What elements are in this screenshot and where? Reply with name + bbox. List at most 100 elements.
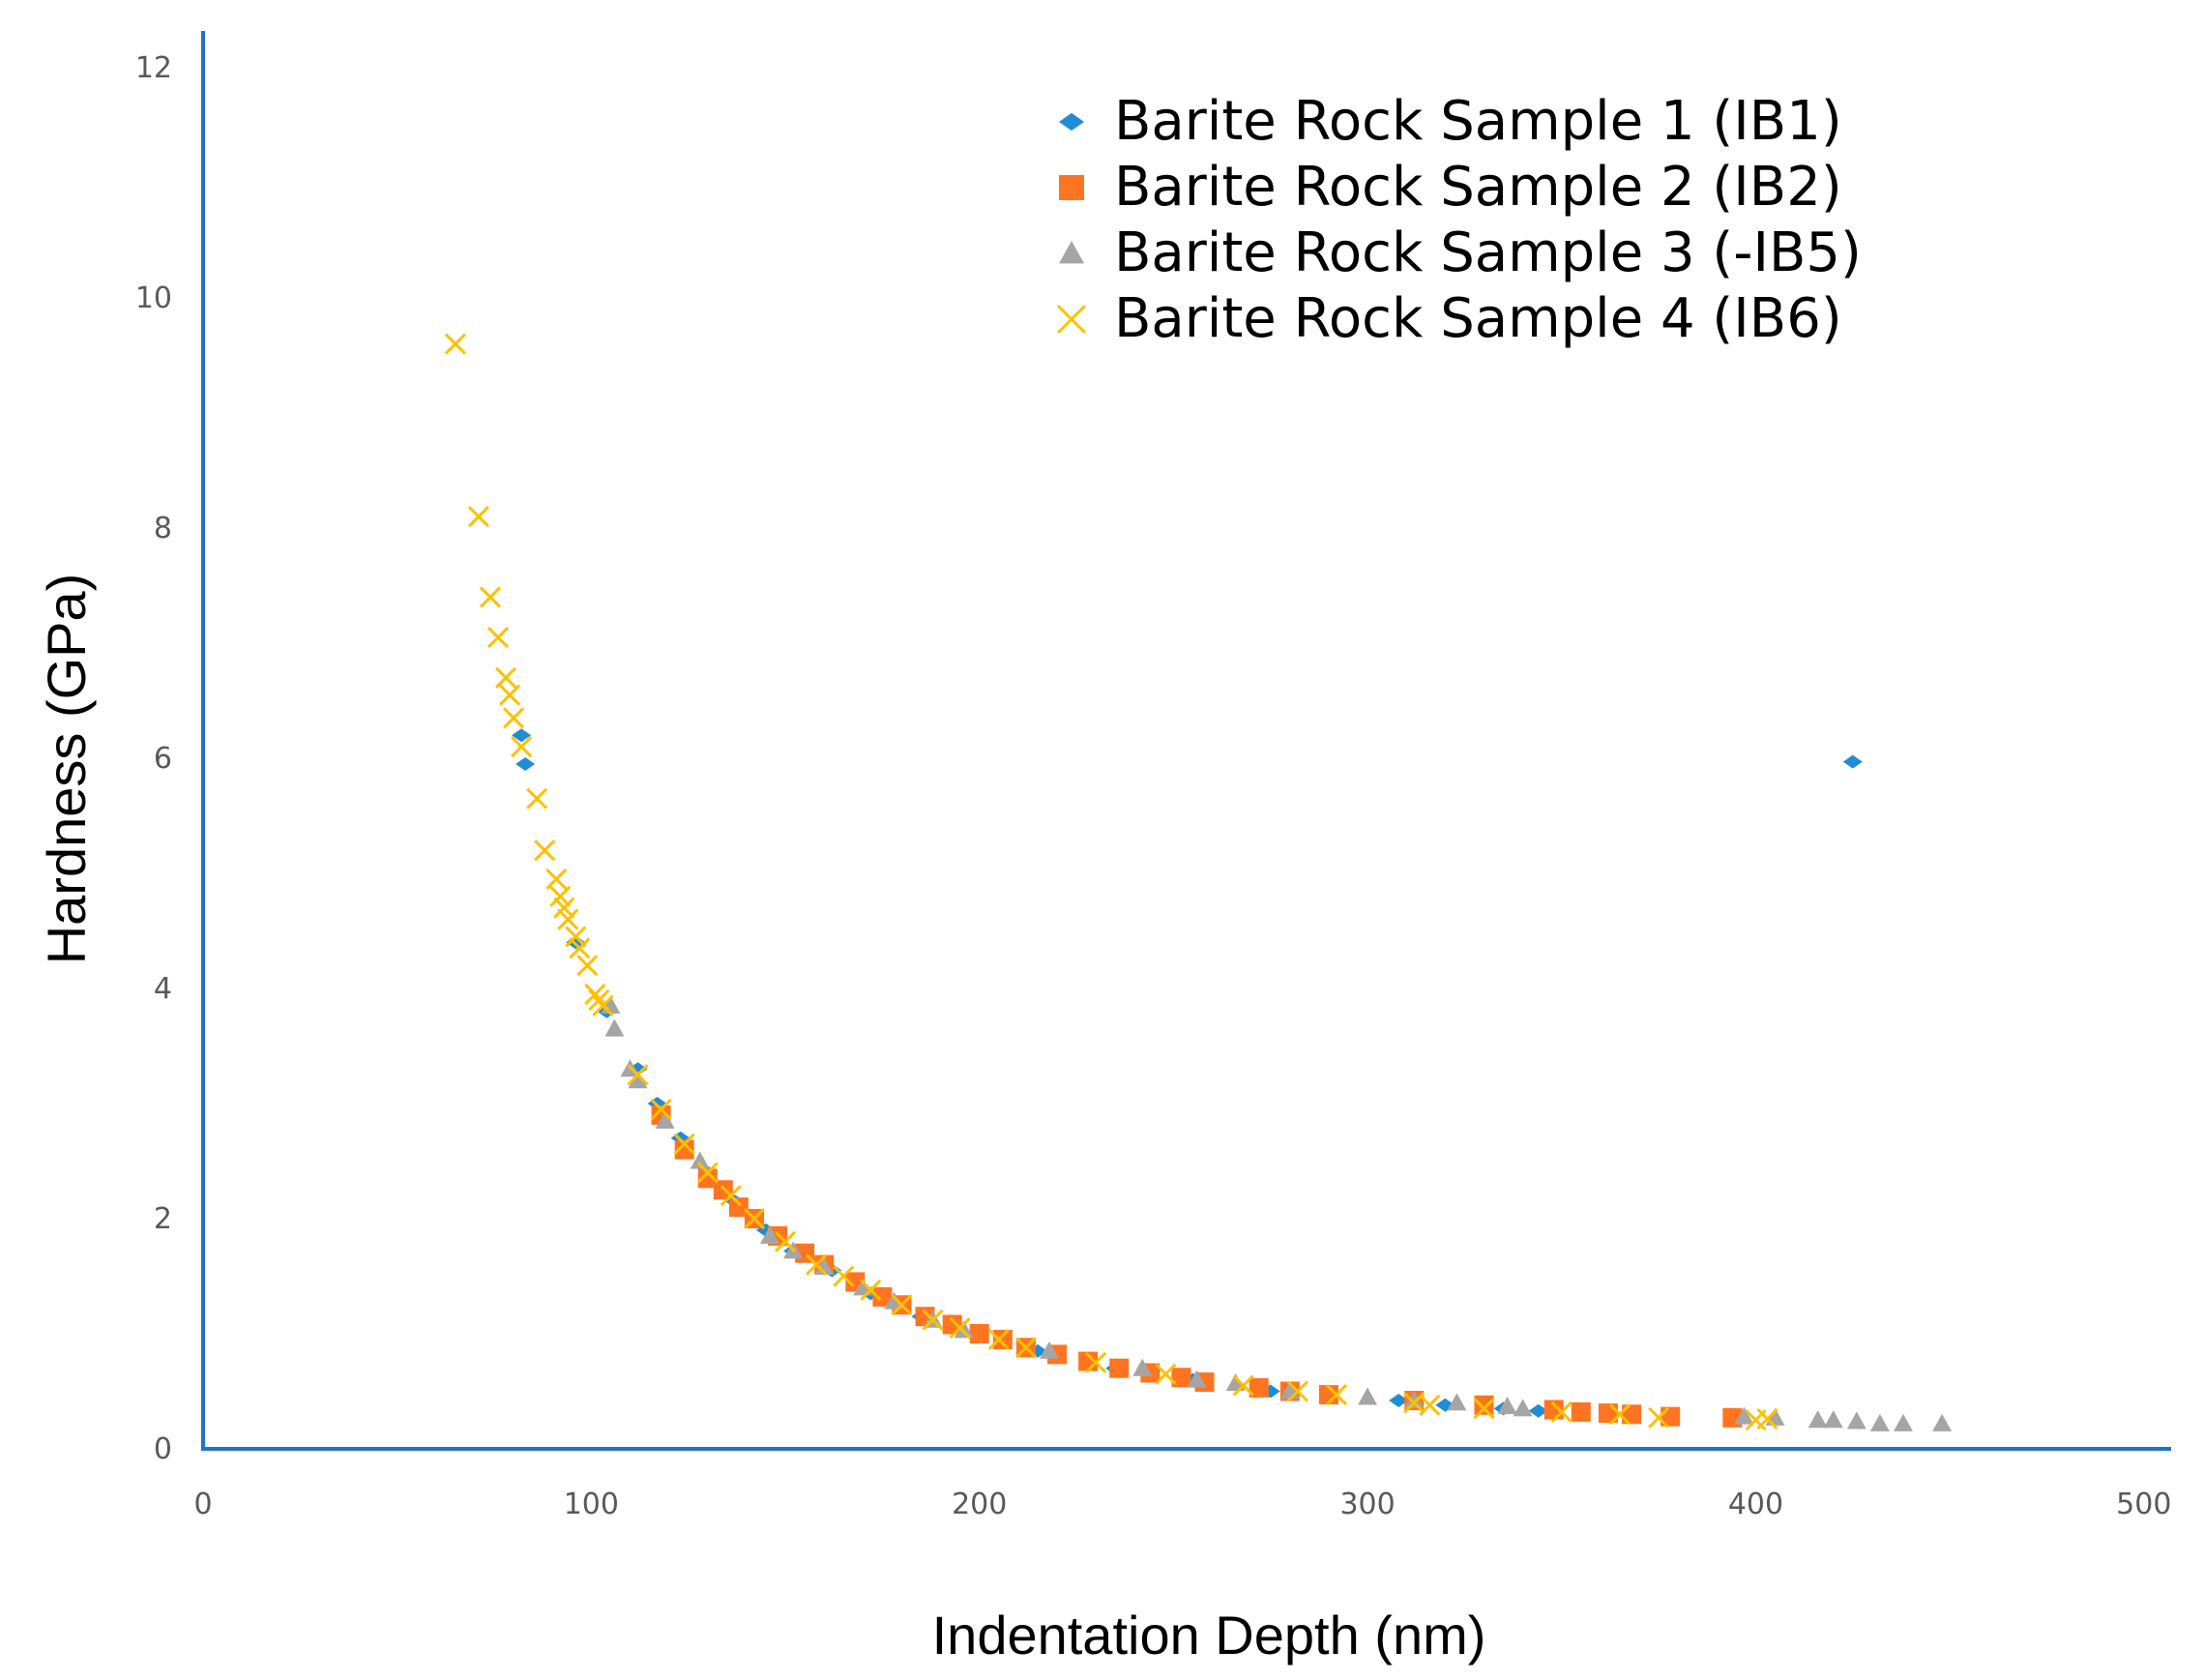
data-point — [486, 626, 510, 649]
plot-area — [444, 333, 1953, 1431]
legend-item: Barite Rock Sample 3 (-IB5) — [1059, 221, 1862, 284]
data-point — [1447, 1393, 1467, 1411]
data-point — [1756, 1407, 1778, 1430]
data-point — [1608, 1403, 1631, 1426]
legend-label: Barite Rock Sample 3 (-IB5) — [1114, 221, 1862, 284]
data-point — [1404, 1391, 1425, 1409]
data-point — [1171, 1368, 1191, 1388]
data-point — [1571, 1401, 1591, 1422]
data-point — [860, 1279, 882, 1301]
data-point — [1014, 1337, 1037, 1359]
data-point — [674, 1139, 694, 1160]
legend-label: Barite Rock Sample 1 (IB1) — [1114, 90, 1842, 153]
data-point — [576, 955, 599, 977]
data-point — [1232, 1374, 1254, 1397]
data-point — [553, 897, 575, 919]
data-point — [774, 1230, 797, 1253]
data-point — [690, 1151, 710, 1169]
data-point — [592, 994, 614, 1017]
data-point — [1419, 1394, 1441, 1416]
y-axis-title: Hardness (GPa) — [36, 574, 97, 965]
data-point — [604, 1018, 625, 1037]
data-point — [697, 1168, 718, 1189]
data-point — [696, 1162, 719, 1184]
data-point — [557, 908, 579, 930]
x-axis-ticks: 0 100 200 300 400 500 — [193, 1488, 2171, 1521]
data-point — [503, 707, 525, 729]
y-tick-label: 12 — [135, 51, 172, 85]
y-tick-label: 4 — [154, 972, 172, 1006]
data-point — [728, 1197, 749, 1218]
data-point — [814, 1256, 835, 1275]
data-point — [511, 736, 533, 758]
data-point — [1109, 1358, 1130, 1378]
legend-item: Barite Rock Sample 4 (IB6) — [1056, 287, 1842, 350]
x-tick-label: 500 — [2116, 1488, 2171, 1521]
data-point — [806, 1253, 828, 1276]
data-point — [992, 1329, 1013, 1349]
data-point — [1474, 1395, 1494, 1415]
data-point — [467, 506, 490, 528]
data-point — [969, 1324, 989, 1343]
data-point — [1734, 1406, 1754, 1425]
data-point — [479, 586, 502, 608]
data-point — [569, 937, 591, 959]
data-point — [743, 1207, 765, 1230]
data-point — [1823, 1410, 1843, 1429]
data-point — [949, 1316, 971, 1340]
data-point — [954, 1320, 974, 1339]
x-tick-label: 400 — [1728, 1488, 1783, 1521]
data-point — [534, 840, 556, 862]
data-point — [1893, 1413, 1913, 1431]
x-tick-label: 300 — [1339, 1488, 1395, 1521]
data-point — [922, 1309, 944, 1331]
data-point — [673, 1133, 695, 1155]
data-point — [987, 1328, 1010, 1351]
data-point — [628, 1071, 648, 1089]
legend-item: Barite Rock Sample 1 (IB1) — [1059, 90, 1842, 153]
data-point — [1869, 1413, 1890, 1431]
data-point — [872, 1286, 893, 1307]
data-point — [1358, 1387, 1378, 1405]
data-point — [1550, 1400, 1572, 1423]
data-point — [515, 756, 536, 771]
data-point — [884, 1291, 904, 1310]
data-point — [1497, 1396, 1517, 1414]
data-point — [1528, 1403, 1548, 1418]
data-point — [545, 868, 568, 891]
legend-item: Barite Rock Sample 2 (IB2) — [1059, 156, 1842, 219]
x-tick-label: 200 — [952, 1488, 1007, 1521]
x-tick-label: 0 — [193, 1488, 212, 1521]
data-point — [1807, 1410, 1828, 1429]
data-point — [1249, 1377, 1269, 1398]
data-point — [1648, 1406, 1670, 1429]
x-axis-title: Indentation Depth (nm) — [932, 1605, 1486, 1665]
data-point — [759, 1225, 779, 1244]
y-tick-label: 2 — [154, 1202, 172, 1236]
data-point — [1155, 1363, 1177, 1385]
data-point — [1187, 1370, 1207, 1388]
data-point — [1085, 1351, 1107, 1373]
data-point — [1389, 1394, 1409, 1408]
legend-label: Barite Rock Sample 2 (IB2) — [1114, 156, 1842, 219]
y-tick-label: 0 — [154, 1432, 172, 1466]
data-point — [1039, 1341, 1059, 1359]
y-axis-ticks: 0 2 4 6 8 10 12 — [135, 51, 172, 1466]
data-point — [1286, 1380, 1308, 1402]
data-point — [833, 1265, 855, 1287]
data-point — [1325, 1384, 1348, 1406]
data-point — [655, 1110, 675, 1129]
series-1 — [512, 728, 1863, 1418]
data-point — [1132, 1358, 1153, 1376]
x-tick-label: 100 — [564, 1488, 619, 1521]
data-point — [1513, 1399, 1533, 1417]
data-point — [891, 1294, 913, 1316]
data-point — [526, 787, 548, 810]
legend-label: Barite Rock Sample 4 (IB6) — [1114, 287, 1842, 350]
data-point — [444, 333, 466, 355]
data-point — [499, 684, 521, 706]
data-point — [1473, 1398, 1495, 1420]
legend: Barite Rock Sample 1 (IB1)Barite Rock Sa… — [1056, 90, 1862, 350]
legend-marker — [1059, 112, 1084, 132]
data-point — [627, 1064, 649, 1086]
